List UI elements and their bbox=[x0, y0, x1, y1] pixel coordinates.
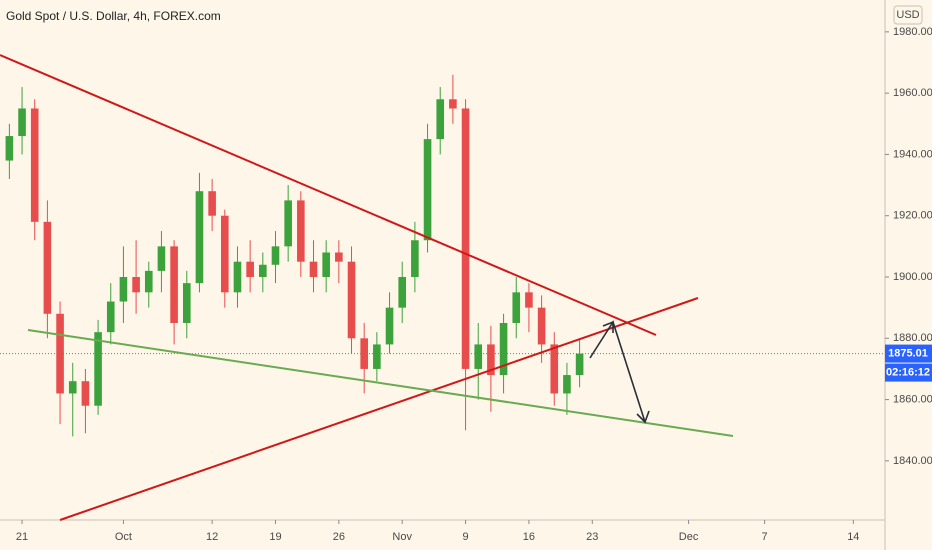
candle-body bbox=[220, 215, 229, 293]
chart-title: Gold Spot / U.S. Dollar, 4h, FOREX.com bbox=[6, 9, 221, 23]
candle-body bbox=[499, 322, 508, 376]
candle-body bbox=[208, 191, 216, 216]
y-tick-label: 1940.00 bbox=[893, 148, 932, 160]
candle-body bbox=[335, 252, 343, 262]
candle-body bbox=[284, 200, 292, 247]
x-tick-label: Oct bbox=[115, 531, 132, 543]
candle-body bbox=[246, 261, 254, 278]
candle-body bbox=[119, 277, 128, 302]
countdown: 02:16:12 bbox=[886, 366, 930, 378]
candle-body bbox=[411, 240, 419, 278]
candle-body bbox=[170, 246, 178, 323]
y-tick-label: 1860.00 bbox=[893, 393, 932, 405]
y-tick-label: 1980.00 bbox=[893, 26, 932, 38]
y-tick-label: 1920.00 bbox=[893, 210, 932, 222]
x-tick-label: 21 bbox=[16, 531, 28, 543]
last-price-label: 1875.01 bbox=[888, 347, 928, 359]
arrow-head bbox=[602, 320, 614, 333]
candle-body bbox=[5, 136, 14, 161]
candle-body bbox=[106, 301, 115, 333]
candle-body bbox=[322, 252, 330, 278]
candle-body bbox=[385, 307, 394, 345]
candle-body bbox=[94, 332, 102, 406]
x-tick-label: 14 bbox=[847, 531, 859, 543]
candle-body bbox=[563, 375, 571, 394]
candle-body bbox=[132, 277, 140, 293]
candle-body bbox=[398, 277, 407, 308]
candle-body bbox=[550, 344, 559, 394]
candle-body bbox=[30, 108, 39, 222]
candle-body bbox=[347, 261, 356, 339]
arrow-head bbox=[636, 410, 650, 424]
support-trend-line bbox=[59, 297, 699, 521]
candle-body bbox=[436, 99, 445, 140]
currency: USD bbox=[896, 9, 919, 21]
candle-body bbox=[157, 246, 166, 271]
candle-body bbox=[195, 191, 204, 284]
last-price-box bbox=[885, 344, 932, 363]
x-tick-label: Dec bbox=[679, 531, 699, 543]
candle-body bbox=[271, 246, 280, 265]
x-tick-label: 16 bbox=[523, 531, 535, 543]
currency-box[interactable] bbox=[893, 5, 923, 25]
x-tick-label: 9 bbox=[463, 531, 469, 543]
candle-body bbox=[360, 338, 368, 369]
candle-body bbox=[182, 283, 191, 323]
y-tick-label: 1900.00 bbox=[893, 271, 932, 283]
x-tick-label: 26 bbox=[333, 531, 345, 543]
lower-channel-line bbox=[27, 329, 734, 437]
countdown-box bbox=[885, 363, 932, 382]
x-tick-label: 19 bbox=[269, 531, 281, 543]
candle-body bbox=[449, 99, 457, 109]
x-tick-label: 23 bbox=[586, 531, 598, 543]
candle-body bbox=[487, 344, 495, 376]
x-tick-label: Nov bbox=[392, 531, 412, 543]
candle-body bbox=[423, 139, 432, 241]
x-tick-label: 7 bbox=[762, 531, 768, 543]
candle-body bbox=[233, 261, 242, 293]
candle-body bbox=[537, 307, 546, 345]
y-tick-label: 1840.00 bbox=[893, 455, 932, 467]
candle-body bbox=[81, 381, 90, 406]
candle-body bbox=[18, 108, 26, 137]
candle-body bbox=[575, 353, 584, 376]
x-tick-label: 12 bbox=[206, 531, 218, 543]
candle-body bbox=[68, 381, 77, 394]
y-tick-label: 1880.00 bbox=[893, 332, 932, 344]
resistance-line bbox=[0, 54, 657, 336]
candle-body bbox=[461, 108, 470, 369]
plot-area bbox=[0, 74, 885, 437]
candle-body bbox=[43, 221, 52, 314]
candle-body bbox=[144, 270, 153, 293]
candle-body bbox=[474, 344, 483, 369]
y-tick-label: 1960.00 bbox=[893, 87, 932, 99]
candle-body bbox=[512, 292, 521, 323]
candle-body bbox=[259, 264, 267, 278]
candle-body bbox=[525, 292, 533, 308]
candle-body bbox=[309, 261, 318, 278]
candle-body bbox=[297, 200, 305, 262]
candle-body bbox=[373, 344, 381, 369]
